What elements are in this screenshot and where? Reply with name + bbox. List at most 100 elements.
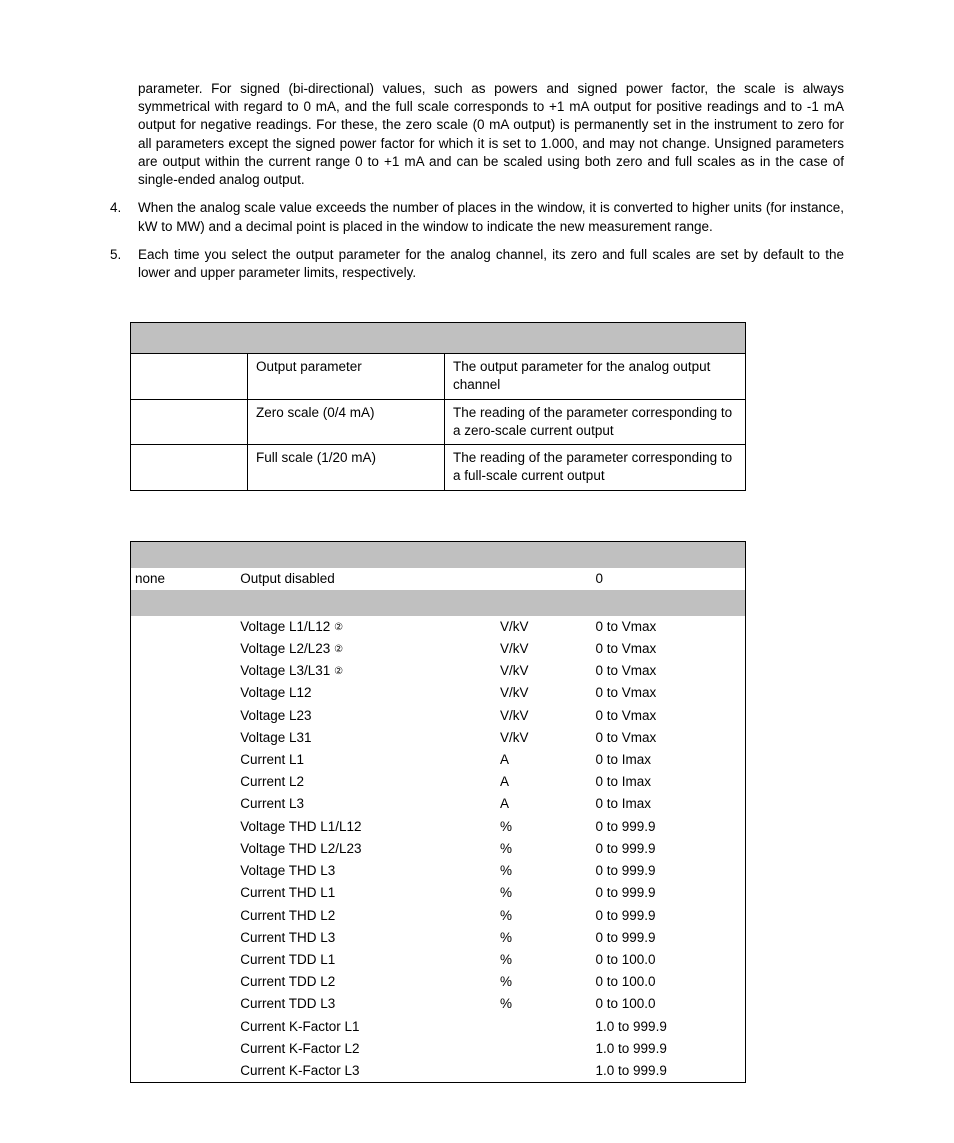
table2-none-row: none Output disabled 0 [131, 568, 746, 590]
cell-unit: % [496, 949, 592, 971]
table1-option-name: Zero scale (0/4 mA) [248, 399, 445, 444]
table2-section-header-col3 [496, 590, 592, 616]
output-parameters-table: none Output disabled 0 Voltage L1/L12 ②V… [130, 541, 746, 1084]
cell-unit: V/kV [496, 638, 592, 660]
table2-row: Current K-Factor L3 1.0 to 999.9 [131, 1060, 746, 1083]
cell-unit: % [496, 993, 592, 1015]
table1-row: Zero scale (0/4 mA)The reading of the pa… [131, 399, 746, 444]
cell-range: 0 to 999.9 [592, 882, 746, 904]
table2-row: Voltage L31V/kV0 to Vmax [131, 727, 746, 749]
cell-unit: % [496, 927, 592, 949]
cell-desc: Voltage L31 [236, 727, 496, 749]
cell-code [131, 727, 237, 749]
cell-range: 0 to Imax [592, 749, 746, 771]
footnote-circled-2-icon: ② [334, 666, 343, 677]
cell-unit: V/kV [496, 727, 592, 749]
cell-code [131, 793, 237, 815]
cell-code [131, 638, 237, 660]
table2-row: Voltage L3/L31 ②V/kV0 to Vmax [131, 660, 746, 682]
cell-range: 0 to 999.9 [592, 905, 746, 927]
cell-unit: % [496, 838, 592, 860]
cell-range: 1.0 to 999.9 [592, 1060, 746, 1083]
cell-range: 0 to Vmax [592, 705, 746, 727]
cell-code [131, 860, 237, 882]
cell-range: 1.0 to 999.9 [592, 1016, 746, 1038]
table1-option-desc: The output parameter for the analog outp… [445, 354, 746, 399]
cell-unit [496, 1016, 592, 1038]
table2-row: Current L1A0 to Imax [131, 749, 746, 771]
table2-row: Voltage THD L1/L12%0 to 999.9 [131, 816, 746, 838]
cell-range: 0 to 999.9 [592, 838, 746, 860]
table2-row: Voltage L12V/kV0 to Vmax [131, 682, 746, 704]
cell-code [131, 993, 237, 1015]
table2-row: Voltage THD L3%0 to 999.9 [131, 860, 746, 882]
analog-setup-options-table: Output parameterThe output parameter for… [130, 322, 746, 490]
cell-unit [496, 568, 592, 590]
cell-code [131, 1060, 237, 1083]
cell-desc: Voltage THD L2/L23 [236, 838, 496, 860]
cell-code [131, 838, 237, 860]
table2-row: Voltage L23V/kV0 to Vmax [131, 705, 746, 727]
cell-code [131, 816, 237, 838]
table2-row: Voltage THD L2/L23%0 to 999.9 [131, 838, 746, 860]
cell-unit: V/kV [496, 616, 592, 638]
paragraph-4: 4. When the analog scale value exceeds t… [110, 199, 844, 235]
cell-desc: Voltage L1/L12 ② [236, 616, 496, 638]
table1-option-name: Output parameter [248, 354, 445, 399]
cell-desc: Voltage THD L1/L12 [236, 816, 496, 838]
table2-header-col1 [131, 541, 237, 568]
footnote-circled-2-icon: ② [334, 644, 343, 655]
cell-range: 0 to Vmax [592, 616, 746, 638]
table2-row: Current L2A0 to Imax [131, 771, 746, 793]
cell-unit: % [496, 905, 592, 927]
cell-desc: Voltage L2/L23 ② [236, 638, 496, 660]
list-number-4: 4. [110, 199, 138, 235]
table1-header [131, 323, 746, 354]
footnote-circled-2-icon: ② [334, 622, 343, 633]
cell-range: 0 to 100.0 [592, 971, 746, 993]
cell-code [131, 705, 237, 727]
table1-row: Output parameterThe output parameter for… [131, 354, 746, 399]
cell-range: 0 to Vmax [592, 682, 746, 704]
cell-range: 0 to Vmax [592, 638, 746, 660]
cell-unit: V/kV [496, 705, 592, 727]
cell-range: 0 to Vmax [592, 660, 746, 682]
cell-range: 0 to 100.0 [592, 949, 746, 971]
cell-code [131, 927, 237, 949]
cell-code [131, 749, 237, 771]
table2-row: Current TDD L2%0 to 100.0 [131, 971, 746, 993]
list-number-5: 5. [110, 246, 138, 282]
cell-unit: A [496, 793, 592, 815]
cell-unit [496, 1060, 592, 1083]
cell-desc: Voltage L23 [236, 705, 496, 727]
table2-row: Current TDD L3%0 to 100.0 [131, 993, 746, 1015]
paragraph-5-text: Each time you select the output paramete… [138, 246, 844, 282]
cell-desc: Current K-Factor L2 [236, 1038, 496, 1060]
paragraph-3-continuation: parameter. For signed (bi-directional) v… [138, 80, 844, 189]
cell-desc: Current THD L1 [236, 882, 496, 904]
cell-desc: Current K-Factor L3 [236, 1060, 496, 1083]
cell-range: 0 [592, 568, 746, 590]
cell-code [131, 682, 237, 704]
cell-desc: Voltage L3/L31 ② [236, 660, 496, 682]
table2-section-header-col2 [236, 590, 496, 616]
cell-code [131, 771, 237, 793]
table2-row: Current K-Factor L21.0 to 999.9 [131, 1038, 746, 1060]
table2-row: Current THD L3%0 to 999.9 [131, 927, 746, 949]
cell-desc: Voltage THD L3 [236, 860, 496, 882]
paragraph-4-text: When the analog scale value exceeds the … [138, 199, 844, 235]
cell-desc: Current TDD L1 [236, 949, 496, 971]
table1-row: Full scale (1/20 mA)The reading of the p… [131, 445, 746, 490]
cell-unit: A [496, 749, 592, 771]
cell-unit: % [496, 971, 592, 993]
cell-desc: Current L3 [236, 793, 496, 815]
cell-unit [496, 1038, 592, 1060]
cell-code [131, 616, 237, 638]
table2-row: Current THD L2%0 to 999.9 [131, 905, 746, 927]
cell-desc: Voltage L12 [236, 682, 496, 704]
cell-desc: Current THD L2 [236, 905, 496, 927]
cell-range: 0 to Vmax [592, 727, 746, 749]
table1-option-desc: The reading of the parameter correspondi… [445, 399, 746, 444]
table2-header-col4 [592, 541, 746, 568]
cell-range: 0 to Imax [592, 771, 746, 793]
